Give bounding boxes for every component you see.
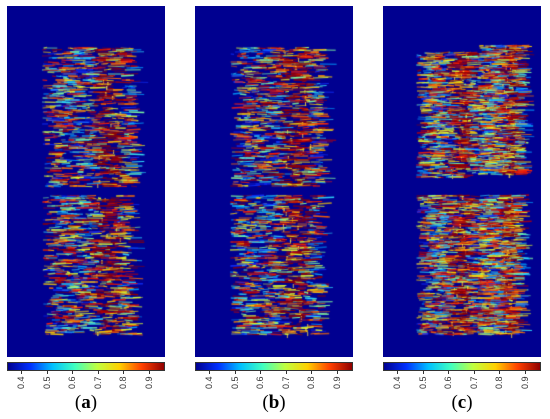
colorbar-tick-label: 0.4: [204, 376, 214, 389]
heatmap-c: [383, 6, 541, 357]
colorbar-tick-label: 0.9: [331, 376, 342, 389]
colorbar-tick-label: 0.9: [519, 376, 530, 389]
colorbar-tick-label: 0.8: [494, 376, 504, 389]
colorbar-tick-label: 0.4: [16, 376, 26, 389]
caption-c: (c): [451, 392, 473, 413]
caption-b: (b): [262, 392, 286, 413]
colorbar-c: [383, 362, 541, 371]
colorbar-tickmark: [448, 371, 449, 374]
colorbar-tick-label: 0.7: [468, 376, 479, 389]
colorbar-tick-label: 0.5: [417, 376, 428, 389]
colorbar-tick-label: 0.5: [229, 376, 240, 389]
caption-a: (a): [74, 392, 98, 413]
colorbar-tickmark: [499, 371, 500, 374]
colorbar-tickmark: [209, 371, 210, 374]
colorbar-tick-label: 0.4: [392, 376, 402, 389]
colorbar-tick-label: 0.6: [443, 376, 453, 389]
colorbar-tickmark: [148, 371, 150, 374]
colorbar-tickmark: [397, 371, 398, 374]
colorbar-tickmark: [422, 371, 424, 374]
heatmap-b: [195, 6, 353, 357]
colorbar-b: [195, 362, 353, 371]
colorbar-tickmark: [473, 371, 475, 374]
colorbar-tickmark: [234, 371, 236, 374]
colorbar-tickmark: [260, 371, 261, 374]
colorbar-tickmark: [21, 371, 22, 374]
heatmap-canvas-c: [383, 6, 541, 357]
colorbar-tickmark: [46, 371, 48, 374]
colorbar-tickmark: [72, 371, 73, 374]
colorbar-tickmark: [285, 371, 287, 374]
heatmap-canvas-a: [7, 6, 165, 357]
colorbar-tick-label: 0.6: [255, 376, 265, 389]
colorbar-tick-label: 0.5: [41, 376, 52, 389]
colorbar-tickmark: [311, 371, 312, 374]
heatmap-a: [7, 6, 165, 357]
colorbar-tickmark: [123, 371, 124, 374]
colorbar-tick-label: 0.7: [280, 376, 291, 389]
colorbar-tick-label: 0.7: [92, 376, 103, 389]
colorbar-tick-label: 0.6: [67, 376, 77, 389]
colorbar-tick-label: 0.8: [118, 376, 128, 389]
colorbar-tickmark: [97, 371, 99, 374]
colorbar-tick-label: 0.8: [306, 376, 316, 389]
colorbar-a: [7, 362, 165, 371]
colorbar-tickmark: [336, 371, 338, 374]
colorbar-tickmark: [524, 371, 526, 374]
heatmap-canvas-b: [195, 6, 353, 357]
colorbar-tick-label: 0.9: [143, 376, 154, 389]
